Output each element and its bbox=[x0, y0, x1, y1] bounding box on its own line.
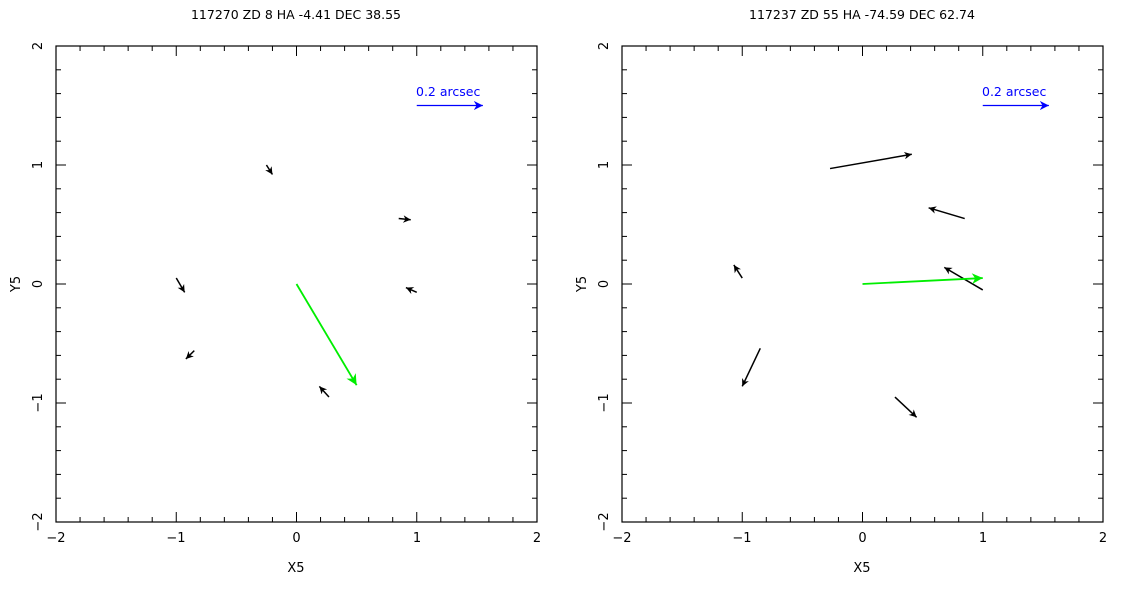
x-tick-label: −2 bbox=[46, 531, 65, 546]
scale-label: 0.2 arcsec bbox=[982, 84, 1046, 99]
residual-vector-arrow bbox=[405, 286, 418, 295]
y-tick-label: −2 bbox=[31, 512, 46, 531]
x-tick-label: 1 bbox=[413, 531, 421, 546]
y-tick-label: −1 bbox=[31, 393, 46, 412]
residual-vector-arrow bbox=[185, 350, 195, 360]
vector-plot-panel-2: 117237 ZD 55 HA -74.59 DEC 62.74 −2 −1 0… bbox=[575, 7, 1107, 576]
x-tick-labels: −2 −1 0 1 2 bbox=[46, 531, 541, 546]
x-axis-label: X5 bbox=[287, 561, 304, 576]
x-tick-label: −1 bbox=[732, 531, 751, 546]
x-tick-label: −1 bbox=[166, 531, 185, 546]
residual-vector-arrow bbox=[894, 396, 918, 418]
x-tick-label: 1 bbox=[979, 531, 987, 546]
x-axis-label: X5 bbox=[853, 561, 870, 576]
y-tick-label: 1 bbox=[31, 161, 46, 169]
y-axis-label: Y5 bbox=[9, 276, 24, 293]
y-tick-label: 2 bbox=[597, 42, 612, 50]
residual-vector-arrow bbox=[175, 277, 186, 293]
chart-title: 117270 ZD 8 HA -4.41 DEC 38.55 bbox=[191, 7, 401, 22]
x-tick-label: 0 bbox=[292, 531, 300, 546]
residual-vector-arrow bbox=[398, 215, 411, 223]
residual-vector-arrow bbox=[265, 164, 274, 175]
y-tick-label: 0 bbox=[31, 280, 46, 288]
y-tick-label: −2 bbox=[597, 512, 612, 531]
vector-plot-panel-1: 117270 ZD 8 HA -4.41 DEC 38.55 −2 −1 0 1… bbox=[9, 7, 541, 576]
x-tick-labels: −2 −1 0 1 2 bbox=[612, 531, 1107, 546]
axis-ticks bbox=[55, 45, 538, 523]
x-tick-label: 0 bbox=[858, 531, 866, 546]
scale-label: 0.2 arcsec bbox=[416, 84, 480, 99]
residual-vector-arrow bbox=[733, 264, 743, 279]
axis-ticks bbox=[621, 45, 1104, 523]
residual-vector-arrow bbox=[741, 347, 761, 387]
mean-vector-arrow bbox=[295, 283, 358, 386]
y-tick-label: 0 bbox=[597, 280, 612, 288]
residual-vector-arrow bbox=[829, 151, 912, 170]
residual-vector-arrow bbox=[928, 206, 965, 220]
x-tick-label: 2 bbox=[1099, 531, 1107, 546]
mean-vector-arrow bbox=[862, 273, 983, 285]
x-tick-label: 2 bbox=[533, 531, 541, 546]
vector-marks bbox=[175, 100, 483, 398]
chart-title: 117237 ZD 55 HA -74.59 DEC 62.74 bbox=[749, 7, 975, 22]
y-tick-labels: −2 −1 0 1 2 bbox=[597, 42, 612, 532]
y-tick-label: 1 bbox=[597, 161, 612, 169]
residual-vector-arrow bbox=[318, 385, 330, 398]
y-axis-label: Y5 bbox=[575, 276, 590, 293]
y-tick-label: −1 bbox=[597, 393, 612, 412]
y-tick-labels: −2 −1 0 1 2 bbox=[31, 42, 46, 532]
vector-marks bbox=[733, 100, 1049, 418]
y-tick-label: 2 bbox=[31, 42, 46, 50]
x-tick-label: −2 bbox=[612, 531, 631, 546]
